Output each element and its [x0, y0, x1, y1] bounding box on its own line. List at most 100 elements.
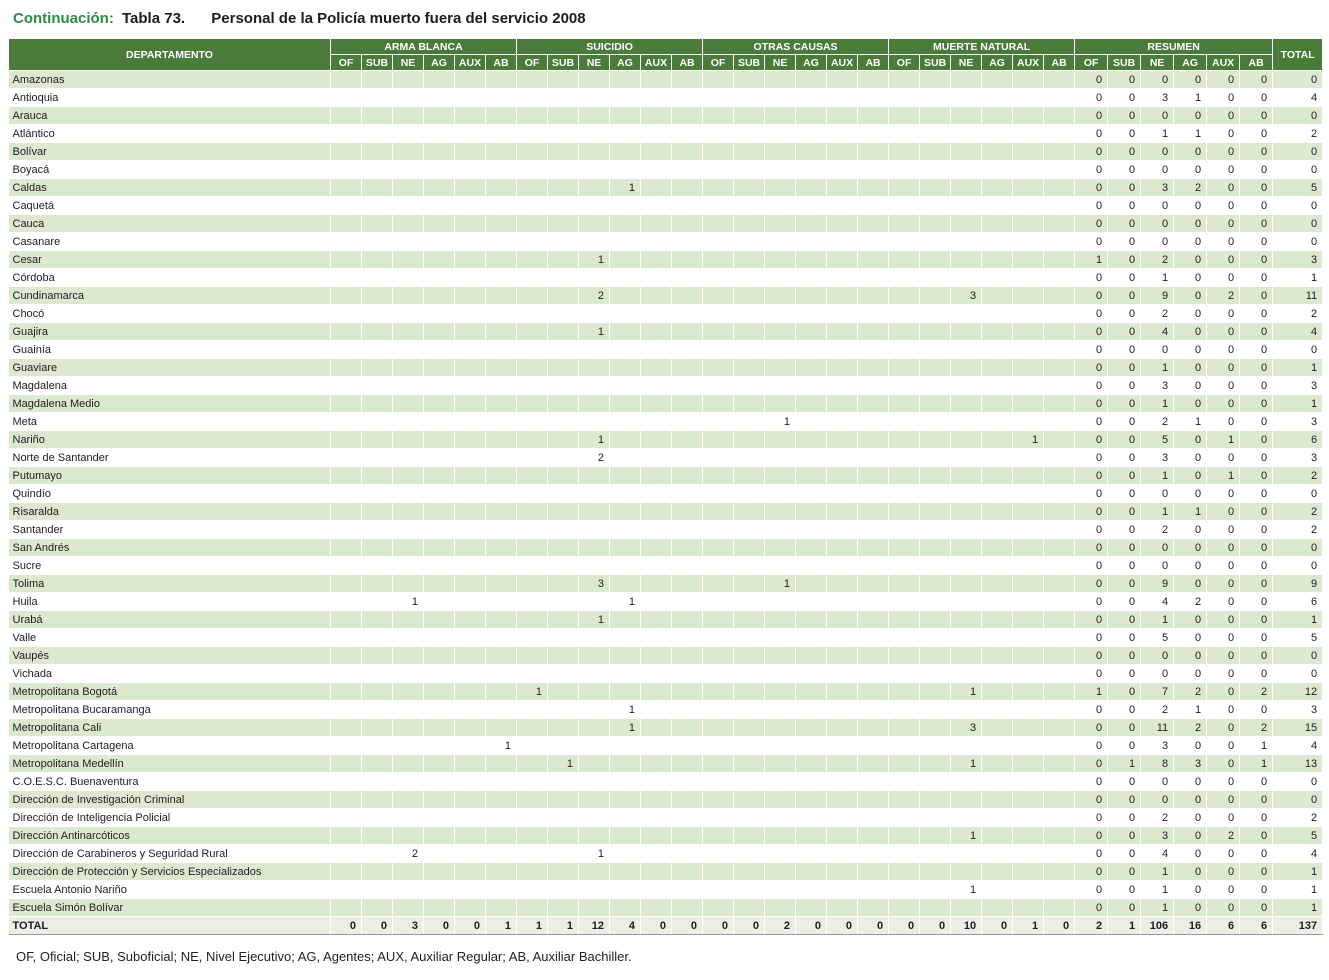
data-cell	[609, 376, 642, 395]
data-cell	[330, 772, 362, 791]
data-cell	[1043, 286, 1076, 305]
data-cell	[485, 484, 518, 503]
data-cell	[1043, 124, 1076, 143]
data-cell	[919, 88, 952, 107]
data-cell	[361, 862, 393, 881]
data-cell	[609, 412, 642, 431]
data-cell	[330, 124, 362, 143]
resumen-cell: 3	[1140, 376, 1175, 395]
data-cell	[733, 538, 766, 557]
data-cell	[392, 556, 424, 575]
data-cell	[1012, 556, 1045, 575]
data-cell	[547, 898, 580, 917]
table-row: Guainía 0 0 0 0 0 0 0	[8, 340, 1324, 359]
data-cell	[454, 520, 486, 539]
data-cell	[361, 160, 393, 179]
data-cell	[919, 682, 952, 701]
data-cell: 1	[516, 682, 549, 701]
table-row: Sucre 0 0 0 0 0 0 0	[8, 556, 1324, 575]
data-cell	[671, 376, 704, 395]
title-table-ref: Tabla 73.	[122, 10, 186, 27]
dept-cell: Cundinamarca	[8, 286, 331, 305]
total-group-cell: 0	[919, 916, 952, 935]
resumen-cell: 0	[1206, 646, 1241, 665]
data-cell	[733, 808, 766, 827]
data-cell	[857, 286, 890, 305]
resumen-cell: 0	[1239, 646, 1274, 665]
data-cell	[547, 178, 580, 197]
data-cell	[547, 574, 580, 593]
data-cell	[578, 718, 611, 737]
data-cell	[702, 628, 735, 647]
data-cell	[888, 880, 921, 899]
data-cell	[981, 754, 1014, 773]
data-cell	[826, 250, 859, 269]
resumen-cell: 0	[1239, 502, 1274, 521]
total-cell: 0	[1272, 196, 1324, 215]
data-cell	[516, 142, 549, 161]
data-cell	[640, 322, 673, 341]
resumen-cell: 0	[1107, 862, 1142, 881]
data-cell	[609, 160, 642, 179]
resumen-cell: 0	[1206, 502, 1241, 521]
dept-cell: Dirección de Protección y Servicios Espe…	[8, 862, 331, 881]
data-cell	[423, 826, 455, 845]
data-cell	[392, 754, 424, 773]
data-cell	[919, 430, 952, 449]
data-cell	[640, 448, 673, 467]
resumen-cell: 0	[1074, 826, 1109, 845]
data-cell	[547, 268, 580, 287]
data-cell	[454, 646, 486, 665]
data-cell	[485, 160, 518, 179]
total-cell: 4	[1272, 736, 1324, 755]
total-cell: 1	[1272, 862, 1324, 881]
data-cell	[361, 142, 393, 161]
data-cell	[857, 394, 890, 413]
resumen-cell: 0	[1173, 790, 1208, 809]
resumen-cell: 0	[1173, 394, 1208, 413]
data-cell	[578, 772, 611, 791]
data-cell	[454, 808, 486, 827]
data-cell	[392, 322, 424, 341]
resumen-cell: 0	[1107, 664, 1142, 683]
data-cell	[330, 574, 362, 593]
data-cell	[516, 898, 549, 917]
data-cell	[795, 538, 828, 557]
data-cell	[671, 844, 704, 863]
data-cell	[764, 88, 797, 107]
resumen-cell: 0	[1239, 448, 1274, 467]
data-cell	[578, 628, 611, 647]
table-row: Caquetá 0 0 0 0 0 0 0	[8, 196, 1324, 215]
data-cell	[1012, 196, 1045, 215]
data-cell	[764, 556, 797, 575]
data-cell	[764, 70, 797, 89]
data-cell	[640, 430, 673, 449]
table-row: Metropolitana Bucaramanga 1 0 0 2 1 0 0 3	[8, 700, 1324, 719]
data-cell	[485, 70, 518, 89]
subcol-header: AG	[981, 54, 1014, 71]
data-cell	[795, 304, 828, 323]
subcol-header: NE	[764, 54, 797, 71]
data-cell	[888, 178, 921, 197]
resumen-cell: 0	[1239, 358, 1274, 377]
data-cell	[733, 70, 766, 89]
data-cell	[485, 448, 518, 467]
data-cell	[547, 70, 580, 89]
resumen-cell: 0	[1107, 520, 1142, 539]
data-cell	[733, 610, 766, 629]
resumen-cell: 0	[1173, 430, 1208, 449]
data-cell	[733, 556, 766, 575]
data-cell	[857, 556, 890, 575]
data-cell	[423, 574, 455, 593]
data-cell	[795, 808, 828, 827]
resumen-cell: 0	[1206, 538, 1241, 557]
data-cell: 1	[950, 880, 983, 899]
data-cell	[981, 664, 1014, 683]
data-cell	[795, 214, 828, 233]
total-cell: 0	[1272, 142, 1324, 161]
resumen-cell: 0	[1107, 196, 1142, 215]
resumen-cell: 0	[1107, 610, 1142, 629]
data-cell	[578, 178, 611, 197]
data-cell	[888, 160, 921, 179]
data-cell	[516, 574, 549, 593]
